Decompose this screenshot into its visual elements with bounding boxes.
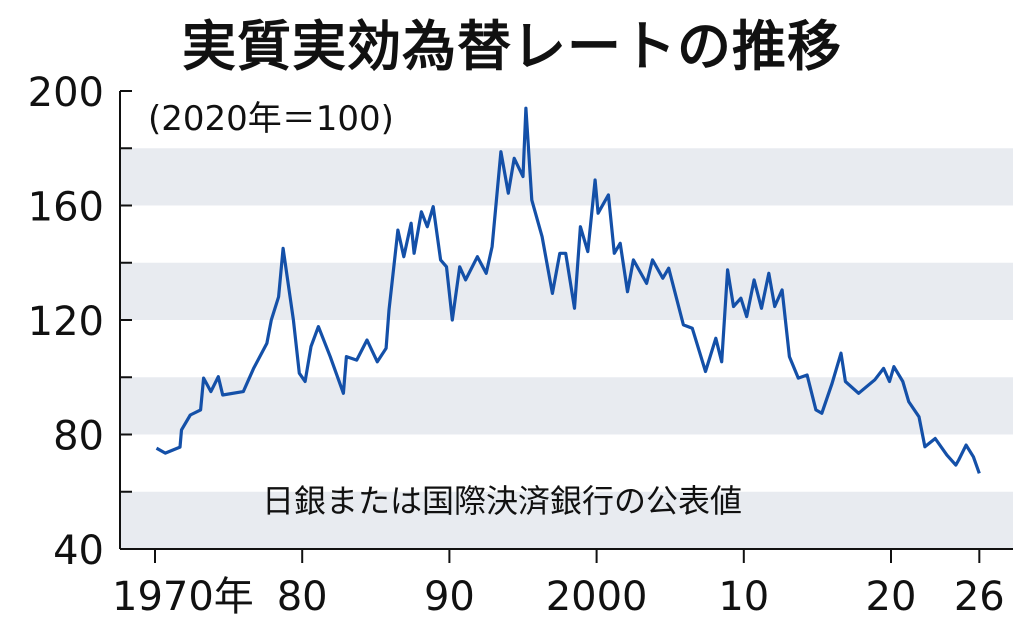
band	[120, 377, 1013, 435]
chart-title: 実質実効為替レートの推移	[182, 15, 842, 78]
y-tick-label: 120	[28, 299, 104, 345]
band	[120, 148, 1013, 206]
y-tick-label: 40	[53, 528, 104, 574]
x-tick-label: 2000	[546, 574, 648, 620]
x-tick-label: 1970年	[112, 574, 254, 620]
x-axis-ticks: 1970年 80 90 2000 10 20 26	[112, 549, 1005, 620]
y-tick-label: 160	[28, 185, 104, 231]
series-line	[155, 106, 981, 474]
x-tick-label: 80	[277, 574, 328, 620]
source-note: 日銀または国際決済銀行の公表値	[262, 482, 742, 520]
y-tick-label: 80	[53, 414, 104, 460]
background-bands	[120, 148, 1013, 549]
x-tick-label: 90	[424, 574, 475, 620]
y-axis-ticks: 40 80 120 160 200	[28, 70, 132, 574]
x-tick-label: 10	[718, 574, 769, 620]
x-tick-label: 20	[866, 574, 917, 620]
band	[120, 491, 1013, 549]
x-tick-label: 26	[954, 574, 1005, 620]
unit-note: (2020年＝100)	[148, 99, 394, 139]
y-tick-label: 200	[28, 70, 104, 116]
band	[120, 262, 1013, 320]
